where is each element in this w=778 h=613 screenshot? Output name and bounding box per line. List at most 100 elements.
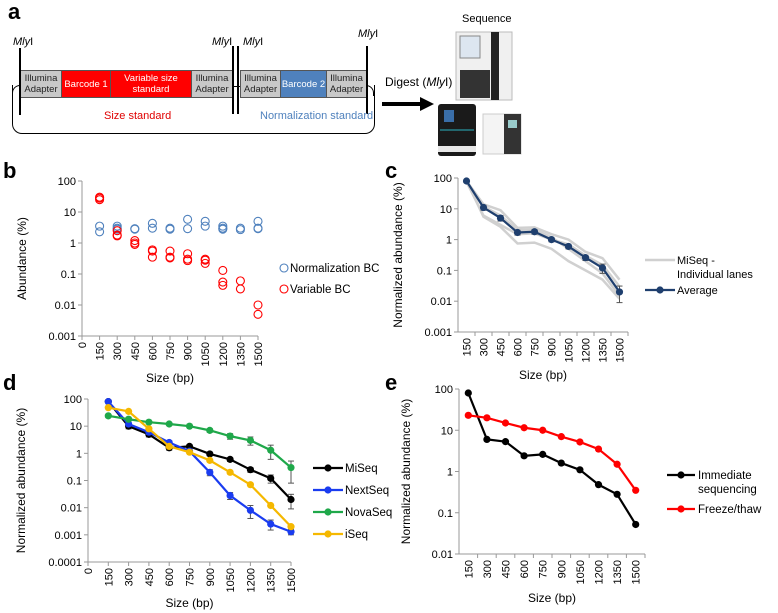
data-point <box>246 506 254 514</box>
data-point <box>267 520 275 528</box>
x-tick-label: 450 <box>144 568 156 586</box>
x-tick-label: 750 <box>185 568 197 586</box>
series-line <box>107 400 292 501</box>
legend-marker <box>279 284 289 294</box>
data-point <box>95 221 105 231</box>
enzyme-name: Mly <box>358 28 376 40</box>
illumina-adapter-block: Illumina Adapter <box>326 70 367 98</box>
x-tick-label: 750 <box>530 338 542 356</box>
x-tick-label: 1500 <box>286 568 298 592</box>
x-tick-label: 300 <box>482 560 494 578</box>
y-tick-label: 1 <box>70 238 76 250</box>
enzyme-suffix: I <box>229 36 233 48</box>
data-point <box>185 448 194 456</box>
mlyi-label: MlyI <box>13 36 33 48</box>
data-point <box>501 438 510 446</box>
y-tick-label: 0.1 <box>437 265 452 277</box>
y-tick-label: 0.01 <box>431 296 452 308</box>
data-point <box>165 420 173 428</box>
data-point <box>576 466 584 474</box>
digest-text: Digest ( <box>385 75 427 89</box>
bracket-corner <box>12 85 21 96</box>
data-point <box>147 223 157 233</box>
x-tick-label: 450 <box>501 560 513 578</box>
data-point <box>206 468 214 476</box>
y-tick-label: 0.001 <box>424 327 452 339</box>
data-point <box>483 435 491 444</box>
data-point <box>200 258 210 268</box>
nextseq-instrument-icon <box>438 104 476 156</box>
y-tick-label: 0.001 <box>48 331 76 343</box>
y-tick-label: 1 <box>76 448 82 460</box>
y-tick-label: 0.1 <box>438 508 453 520</box>
cut-site-line <box>232 46 234 114</box>
data-point <box>130 235 140 246</box>
y-tick-label: 10 <box>440 204 452 216</box>
x-tick-label: 450 <box>130 342 142 360</box>
y-tick-label: 100 <box>64 394 82 406</box>
sequencer-instruments-image <box>438 31 522 156</box>
data-point <box>183 214 193 224</box>
x-tick-label: 300 <box>124 568 136 586</box>
y-tick-label: 10 <box>70 421 82 433</box>
x-tick-label: 900 <box>547 338 559 356</box>
data-point <box>576 438 584 446</box>
legend-label: Immediate <box>698 470 752 482</box>
linker-line <box>232 86 240 87</box>
data-point <box>253 224 263 234</box>
data-point <box>464 411 472 419</box>
x-tick-label: 1200 <box>581 338 593 362</box>
data-point <box>147 252 157 262</box>
data-point <box>513 228 522 237</box>
data-point <box>200 221 210 231</box>
data-point <box>483 414 491 422</box>
y-tick-label: 0.1 <box>61 269 76 281</box>
cut-site-line <box>366 46 368 114</box>
y-tick-label: 10 <box>64 207 76 219</box>
data-point <box>206 456 214 464</box>
legend-label: Average <box>677 285 718 297</box>
legend-label: Individual lanes <box>677 269 753 281</box>
data-point <box>479 203 488 212</box>
x-tick-label: 600 <box>164 568 176 586</box>
data-point <box>183 249 193 259</box>
legend-label: NextSeq <box>345 485 389 497</box>
enzyme-name: Mly <box>243 36 261 48</box>
legend-marker <box>279 263 289 273</box>
legend-label: Freeze/thaw <box>698 504 762 516</box>
data-point <box>246 481 254 489</box>
data-point <box>246 466 254 474</box>
data-point <box>226 432 234 440</box>
data-point <box>632 520 640 529</box>
data-point <box>547 236 556 244</box>
data-point <box>287 463 295 472</box>
x-tick-label: 1500 <box>631 560 643 584</box>
legend-label: iSeq <box>345 529 368 541</box>
x-tick-label: 1200 <box>245 568 257 592</box>
data-point <box>496 214 505 222</box>
x-tick-label: 1350 <box>235 342 247 366</box>
variable-size-standard-block: Variable size standard <box>110 70 192 98</box>
legend-marker <box>324 530 332 538</box>
data-point <box>218 265 228 276</box>
legend-marker <box>656 286 664 294</box>
x-tick-label: 600 <box>147 342 159 360</box>
legend-label: Variable BC <box>290 284 351 296</box>
x-tick-label: 750 <box>538 560 550 578</box>
data-point <box>226 491 234 500</box>
x-tick-label: 600 <box>513 338 525 356</box>
x-tick-label: 0 <box>83 568 95 574</box>
data-point <box>104 412 112 420</box>
x-tick-label: 600 <box>519 560 531 578</box>
data-point <box>530 228 539 236</box>
x-tick-label: 1350 <box>598 338 610 362</box>
x-tick-label: 900 <box>205 568 217 586</box>
data-point <box>539 426 547 434</box>
data-point <box>557 459 565 467</box>
enzyme-suffix: I <box>260 36 264 48</box>
x-tick-label: 1200 <box>594 560 606 584</box>
data-point <box>235 284 245 294</box>
y-tick-label: 100 <box>435 384 453 396</box>
y-tick-label: 0.01 <box>55 300 76 312</box>
x-tick-label: 1350 <box>612 560 624 584</box>
